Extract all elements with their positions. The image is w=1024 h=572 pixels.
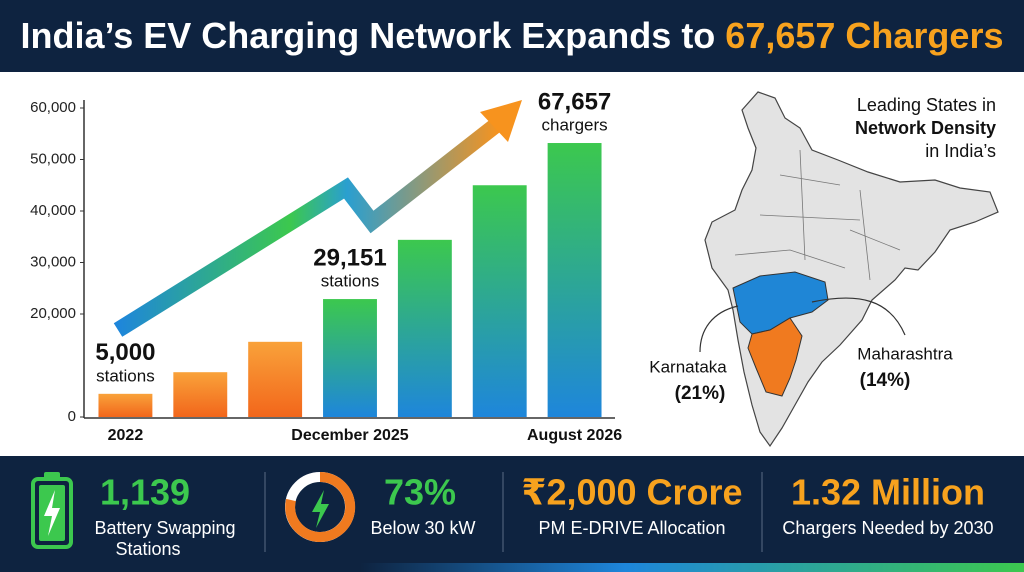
stat-label: Battery Swapping [94,518,235,538]
maharashtra-leader [811,297,906,336]
annotation-text: stations [96,366,155,385]
bar-chart: 0 20,000 30,000 40,000 50,000 60,000 2022 Decem… [30,88,622,444]
x-tick-label: August 2026 [527,427,622,444]
bar [173,372,228,417]
bar [323,299,377,417]
footer-strip [360,563,1024,572]
stat-label: PM E-DRIVE Allocation [538,518,725,538]
bar [472,185,527,417]
bar [547,143,602,417]
stat-value: ₹2,000 Crore [521,472,742,513]
arrow-head [480,100,522,142]
maharashtra-shape [732,271,829,335]
title-text: India’s EV Charging Network Expands to [21,15,726,56]
annotation-text: stations [321,272,380,291]
y-tick-label: 0 [68,408,76,425]
bar [98,393,153,417]
annotation-text: chargers [542,116,608,135]
stat-value: 73% [384,472,456,513]
karnataka-leader [699,305,739,353]
header-title: India’s EV Charging Network Expands to 6… [21,15,1004,56]
state-share: (21%) [675,383,726,404]
y-tick-label: 60,000 [30,99,76,116]
state-name: Karnataka [649,357,727,376]
annotation-number: 29,151 [313,244,386,271]
bar [397,239,452,417]
header-bg [0,0,1024,72]
donut-icon [285,471,356,542]
x-tick-label: December 2025 [291,427,409,444]
state-name: Maharashtra [857,344,953,363]
annotation-number: 67,657 [538,88,611,115]
footer-bg [0,456,1024,572]
y-tick-label: 50,000 [30,150,76,167]
stat-value: 1.32 Million [791,472,985,513]
stat-value: 1,139 [100,472,190,513]
y-tick-label: 30,000 [30,253,76,270]
x-tick-label: 2022 [108,427,144,444]
y-tick-label: 20,000 [30,305,76,322]
state-borders [734,149,901,281]
bar [248,341,303,417]
battery-icon [31,472,73,549]
state-share: (14%) [860,370,911,391]
stat-label: Chargers Needed by 2030 [782,518,993,538]
stat-label: Stations [115,539,180,559]
map-title-1: Leading States in [857,95,996,115]
title-highlight: 67,657 Chargers [725,15,1003,56]
y-tick-label: 40,000 [30,202,76,219]
annotation-number: 5,000 [95,339,155,366]
karnataka-shape [747,317,803,397]
growth-arrow [113,115,505,337]
stat-label: Below 30 kW [370,518,475,538]
india-map: Leading States in Network Density in Ind… [649,91,999,448]
map-title-2: Network Density [855,118,996,138]
map-title-3: in India’s [925,141,996,161]
